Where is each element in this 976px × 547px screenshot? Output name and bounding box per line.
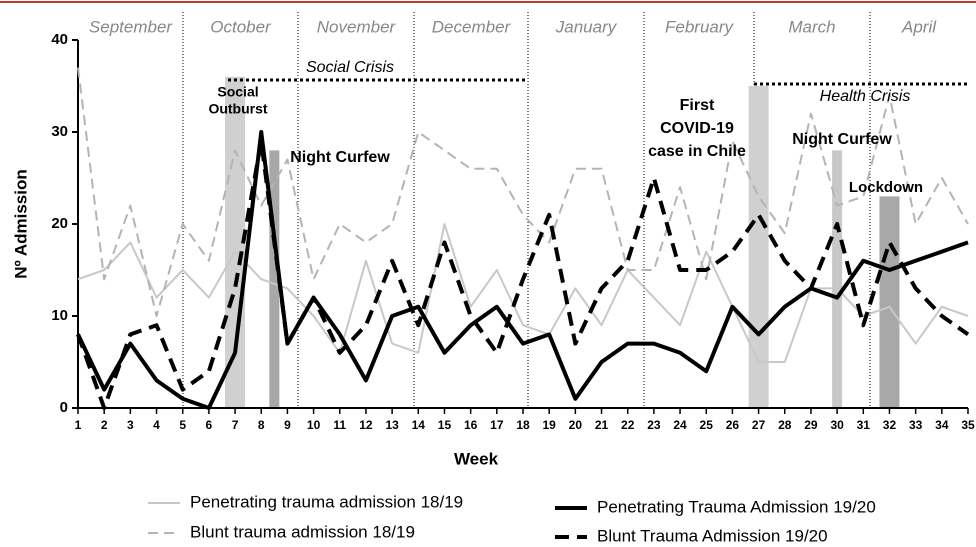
x-tick-label: 32 <box>883 418 897 432</box>
x-tick-label: 27 <box>752 418 766 432</box>
x-tick-label: 4 <box>153 418 160 432</box>
annotation: Night Curfew <box>290 149 390 166</box>
legend-label: Blunt Trauma Admission 19/20 <box>597 526 828 545</box>
x-axis-label: Week <box>454 449 499 468</box>
month-label: December <box>432 17 512 36</box>
x-tick-label: 8 <box>258 418 265 432</box>
x-tick-label: 18 <box>516 418 530 432</box>
y-tick-label: 20 <box>51 215 68 232</box>
x-tick-label: 11 <box>333 418 346 432</box>
y-tick-label: 0 <box>60 399 68 416</box>
x-tick-label: 31 <box>857 418 871 432</box>
x-tick-label: 13 <box>385 418 399 432</box>
x-tick-label: 29 <box>804 418 818 432</box>
month-label: April <box>901 17 937 36</box>
x-tick-label: 30 <box>830 418 844 432</box>
x-tick-label: 5 <box>179 418 186 432</box>
event-bar <box>879 196 900 408</box>
annotation: First <box>680 97 715 114</box>
legend-label: Penetrating trauma admission 18/19 <box>190 492 463 511</box>
month-label: January <box>555 17 618 36</box>
x-tick-label: 22 <box>621 418 635 432</box>
annotation: case in Chile <box>648 143 746 160</box>
event-bar <box>832 150 843 408</box>
x-tick-label: 26 <box>726 418 740 432</box>
x-tick-label: 2 <box>101 418 108 432</box>
x-tick-label: 35 <box>961 418 975 432</box>
month-label: September <box>89 17 173 36</box>
y-axis-label: Nº Admission <box>11 169 30 278</box>
x-tick-label: 15 <box>438 418 452 432</box>
month-label: November <box>317 17 397 36</box>
x-tick-label: 25 <box>700 418 714 432</box>
month-label: October <box>210 17 272 36</box>
month-label: February <box>665 17 735 36</box>
legend-label: Blunt trauma admission 18/19 <box>190 522 415 541</box>
x-tick-label: 21 <box>595 418 609 432</box>
x-tick-label: 3 <box>127 418 134 432</box>
annotation: Social <box>217 84 258 100</box>
annotation: Health Crisis <box>820 88 911 105</box>
x-tick-label: 6 <box>206 418 213 432</box>
x-tick-label: 14 <box>412 418 426 432</box>
y-tick-label: 30 <box>51 123 68 140</box>
x-tick-label: 28 <box>778 418 792 432</box>
series-line <box>76 139 970 410</box>
x-tick-label: 12 <box>359 418 373 432</box>
annotation: Outburst <box>208 101 267 117</box>
y-tick-label: 40 <box>51 31 68 48</box>
x-tick-label: 17 <box>490 418 504 432</box>
x-tick-label: 7 <box>232 418 239 432</box>
legend-label: Penetrating Trauma Admission 19/20 <box>597 497 876 516</box>
annotation: Social Crisis <box>306 59 394 76</box>
x-tick-label: 23 <box>647 418 661 432</box>
series-line <box>77 67 969 317</box>
x-tick-label: 20 <box>569 418 583 432</box>
series-line <box>76 130 969 410</box>
x-tick-label: 33 <box>909 418 923 432</box>
x-tick-label: 16 <box>464 418 478 432</box>
event-bar <box>269 150 280 408</box>
x-tick-label: 1 <box>75 418 82 432</box>
series-line <box>77 223 969 363</box>
annotation: Night Curfew <box>792 131 892 148</box>
x-tick-label: 9 <box>284 418 291 432</box>
annotation: COVID-19 <box>660 120 734 137</box>
x-tick-label: 10 <box>307 418 321 432</box>
x-tick-label: 19 <box>542 418 556 432</box>
annotation: Lockdown <box>849 179 923 196</box>
x-tick-label: 34 <box>935 418 949 432</box>
month-label: March <box>788 17 835 36</box>
x-tick-label: 24 <box>673 418 687 432</box>
y-tick-label: 10 <box>51 307 68 324</box>
